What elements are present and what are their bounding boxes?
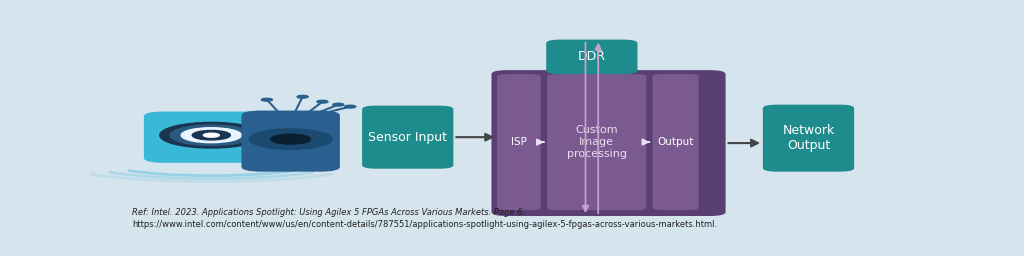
Circle shape [297,95,308,98]
Circle shape [204,133,219,137]
Text: https://www.intel.com/content/www/us/en/content-details/787551/applications-spot: https://www.intel.com/content/www/us/en/… [132,220,717,229]
Circle shape [345,105,355,108]
Circle shape [250,129,332,150]
Text: Sensor Input: Sensor Input [369,131,447,144]
FancyBboxPatch shape [763,105,854,172]
Text: DDR: DDR [578,50,606,63]
FancyBboxPatch shape [497,74,541,210]
Circle shape [333,103,344,106]
FancyBboxPatch shape [242,111,340,172]
Circle shape [150,114,273,145]
Text: ISP: ISP [511,137,526,147]
FancyBboxPatch shape [143,112,279,163]
FancyBboxPatch shape [362,106,454,169]
FancyBboxPatch shape [652,74,698,210]
Circle shape [170,125,253,145]
Circle shape [270,134,310,144]
Circle shape [316,100,328,103]
Text: Output: Output [657,137,694,147]
Circle shape [181,128,242,143]
Text: Ref: Intel. 2023. Applications Spotlight: Using Agilex 5 FPGAs Across Various Ma: Ref: Intel. 2023. Applications Spotlight… [132,208,525,217]
FancyBboxPatch shape [547,74,646,210]
Text: Custom
Image
processing: Custom Image processing [566,125,627,159]
FancyBboxPatch shape [546,40,638,74]
Text: Network
Output: Network Output [782,124,835,152]
FancyBboxPatch shape [492,70,726,216]
Circle shape [160,122,263,148]
Circle shape [261,98,272,101]
Circle shape [193,131,230,140]
